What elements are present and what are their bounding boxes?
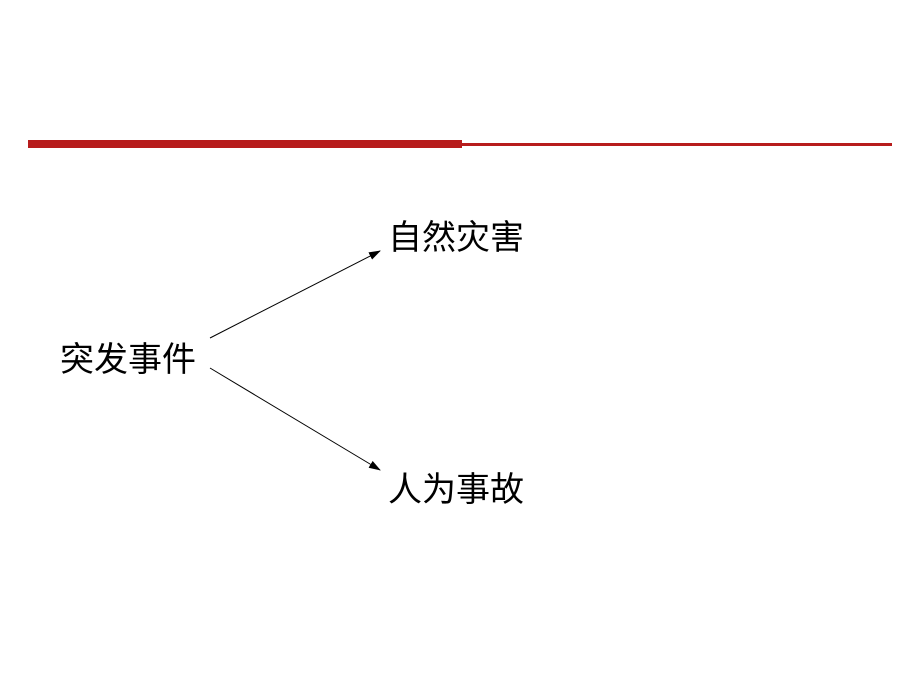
edge-root-to-child2 bbox=[210, 368, 380, 470]
divider-thick bbox=[28, 140, 462, 148]
child-node-natural-disaster: 自然灾害 bbox=[388, 210, 524, 259]
child-node-human-accident: 人为事故 bbox=[388, 462, 524, 511]
divider-thin bbox=[462, 143, 892, 146]
root-node: 突发事件 bbox=[60, 332, 196, 381]
edge-root-to-child1 bbox=[210, 251, 380, 338]
slide: 突发事件 自然灾害 人为事故 bbox=[0, 0, 920, 690]
